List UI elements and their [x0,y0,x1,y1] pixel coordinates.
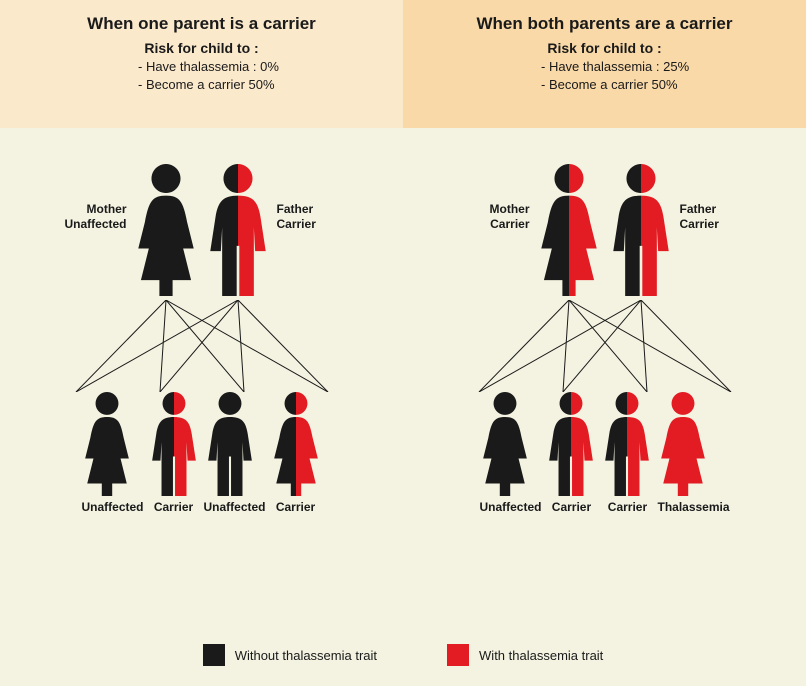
panels: MotherUnaffected FatherCarrier Unaffecte… [0,128,806,608]
mother-icon-left [133,164,199,296]
legend-with-label: With thalassemia trait [479,648,603,663]
child-right-1: Carrier [545,392,597,514]
child-label-right-0: Unaffected [479,500,541,514]
father-label-right: FatherCarrier [680,202,756,232]
headers: When one parent is a carrier Risk for ch… [0,0,806,128]
title-right: When both parents are a carrier [421,14,788,34]
mother-label-left: MotherUnaffected [51,202,127,232]
inheritance-lines [435,300,775,392]
child-right-0: Unaffected [479,392,541,514]
risk-title-left: Risk for child to : [18,40,385,56]
child-icon-right-2 [601,392,653,496]
child-left-1: Carrier [148,392,200,514]
mother-icon-right [536,164,602,296]
inheritance-lines [32,300,372,392]
child-label-left-1: Carrier [148,500,200,514]
father-icon-right [608,164,674,296]
legend-without: Without thalassemia trait [203,644,377,666]
child-label-right-2: Carrier [601,500,653,514]
child-label-left-3: Carrier [270,500,322,514]
parents-left: MotherUnaffected FatherCarrier [0,164,403,296]
mother-label-right: MotherCarrier [454,202,530,232]
risk2-right: - Become a carrier 50% [541,76,788,94]
child-icon-right-3 [657,392,709,496]
child-left-0: Unaffected [81,392,143,514]
child-label-right-1: Carrier [545,500,597,514]
swatch-with-icon [447,644,469,666]
risk1-left: - Have thalassemia : 0% [138,58,385,76]
legend-without-label: Without thalassemia trait [235,648,377,663]
child-label-right-3: Thalassemia [657,500,729,514]
risk-title-right: Risk for child to : [421,40,788,56]
swatch-without-icon [203,644,225,666]
children-left: Unaffected Carrier Unaffected Carrier [0,392,403,514]
child-icon-left-3 [270,392,322,496]
header-right: When both parents are a carrier Risk for… [403,0,806,128]
child-right-2: Carrier [601,392,653,514]
header-left: When one parent is a carrier Risk for ch… [0,0,403,128]
risk-lines-left: - Have thalassemia : 0% - Become a carri… [18,58,385,94]
child-icon-left-0 [81,392,133,496]
children-right: Unaffected Carrier Carrier Thalassemia [403,392,806,514]
child-label-left-0: Unaffected [81,500,143,514]
child-right-3: Thalassemia [657,392,729,514]
panel-left: MotherUnaffected FatherCarrier Unaffecte… [0,128,403,608]
child-icon-right-0 [479,392,531,496]
child-left-2: Unaffected [204,392,266,514]
mother-wrap-left: MotherUnaffected [133,164,199,296]
parents-right: MotherCarrier FatherCarrier [403,164,806,296]
father-wrap-left: FatherCarrier [205,164,271,296]
title-left: When one parent is a carrier [18,14,385,34]
risk1-right: - Have thalassemia : 25% [541,58,788,76]
panel-right: MotherCarrier FatherCarrier Unaffected C… [403,128,806,608]
father-wrap-right: FatherCarrier [608,164,674,296]
risk2-left: - Become a carrier 50% [138,76,385,94]
child-icon-left-2 [204,392,256,496]
child-icon-left-1 [148,392,200,496]
child-label-left-2: Unaffected [204,500,266,514]
child-icon-right-1 [545,392,597,496]
father-icon-left [205,164,271,296]
child-left-3: Carrier [270,392,322,514]
mother-wrap-right: MotherCarrier [536,164,602,296]
legend: Without thalassemia trait With thalassem… [0,644,806,666]
risk-lines-right: - Have thalassemia : 25% - Become a carr… [421,58,788,94]
father-label-left: FatherCarrier [277,202,353,232]
legend-with: With thalassemia trait [447,644,603,666]
